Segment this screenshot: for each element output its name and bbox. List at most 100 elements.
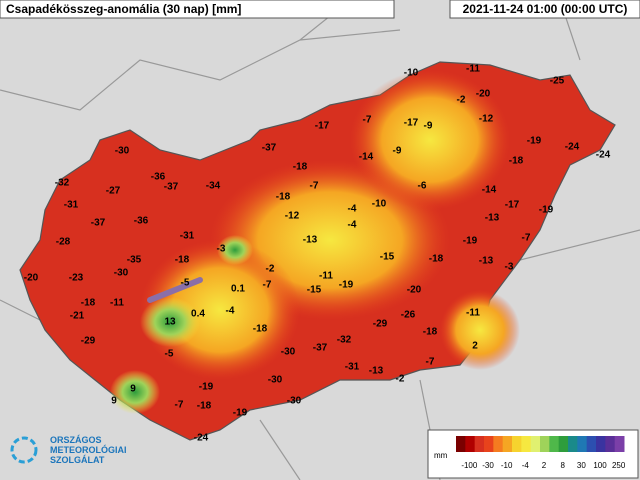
legend-swatch bbox=[568, 436, 578, 452]
station-value: 9 bbox=[111, 396, 117, 407]
station-value: -3 bbox=[505, 262, 514, 273]
station-value: -18 bbox=[509, 156, 524, 167]
station-value: -7 bbox=[363, 115, 372, 126]
station-value: -19 bbox=[463, 236, 478, 247]
station-value: -19 bbox=[199, 382, 214, 393]
legend-tick-label: 100 bbox=[593, 461, 607, 470]
station-value: -20 bbox=[476, 89, 491, 100]
logo-mark bbox=[10, 436, 38, 464]
station-value: -4 bbox=[348, 204, 357, 215]
station-value: -18 bbox=[429, 254, 444, 265]
station-value: -36 bbox=[151, 172, 166, 183]
station-value: -31 bbox=[180, 231, 195, 242]
station-value: -7 bbox=[175, 400, 184, 411]
station-value: -12 bbox=[479, 114, 494, 125]
station-value: -36 bbox=[134, 216, 149, 227]
title-box bbox=[0, 0, 395, 19]
station-value: -9 bbox=[424, 121, 433, 132]
station-value: -34 bbox=[206, 181, 221, 192]
legend-swatch bbox=[502, 436, 513, 452]
station-value: -2 bbox=[457, 95, 466, 106]
station-value: -29 bbox=[373, 319, 388, 330]
station-value: -13 bbox=[369, 366, 384, 377]
station-value: -11 bbox=[319, 271, 333, 282]
station-value: -7 bbox=[263, 280, 272, 291]
station-value: -3 bbox=[217, 244, 226, 255]
logo-text: SZOLGÁLAT bbox=[50, 455, 105, 465]
station-value: -18 bbox=[253, 324, 268, 335]
station-value: -35 bbox=[127, 255, 142, 266]
legend-tick-label: -100 bbox=[461, 461, 478, 470]
time-box bbox=[449, 0, 640, 19]
station-value: -17 bbox=[315, 121, 330, 132]
station-labels: -10 -11-25-2-20-17-7 -17 -9-12-19-24-24-37-… bbox=[24, 64, 611, 444]
station-value: -37 bbox=[262, 143, 277, 154]
station-value: -19 bbox=[339, 280, 354, 291]
station-value: -2 bbox=[266, 264, 275, 275]
legend-swatch bbox=[484, 436, 494, 452]
station-value: -7 bbox=[522, 233, 531, 244]
station-value: -30 bbox=[281, 347, 296, 358]
legend-swatch bbox=[493, 436, 504, 452]
station-value: -30 bbox=[114, 268, 129, 279]
legend-swatch bbox=[465, 436, 476, 452]
legend-tick-label: 250 bbox=[612, 461, 626, 470]
legend-swatch bbox=[577, 436, 588, 452]
legend-tick-label: 2 bbox=[542, 461, 547, 470]
station-value: -37 bbox=[313, 343, 328, 354]
station-value: -19 bbox=[233, 408, 248, 419]
station-value: -7 bbox=[310, 181, 319, 192]
station-value: -18 bbox=[81, 298, 96, 309]
legend-swatch bbox=[540, 436, 550, 452]
logo-text: METEOROLÓGIAI bbox=[50, 444, 127, 455]
station-value: -32 bbox=[337, 335, 352, 346]
legend-swatch bbox=[558, 436, 569, 452]
legend-swatch bbox=[549, 436, 560, 452]
station-value: -13 bbox=[479, 256, 494, 267]
legend-swatch bbox=[456, 436, 466, 452]
station-value: -37 bbox=[164, 182, 179, 193]
station-value: -19 bbox=[527, 136, 542, 147]
station-value: -28 bbox=[56, 237, 71, 248]
station-value: 0.4 bbox=[191, 309, 205, 320]
station-value: -30 bbox=[115, 146, 130, 157]
station-value: -17 bbox=[505, 200, 520, 211]
station-value: -17 bbox=[404, 118, 419, 129]
station-value: -13 bbox=[485, 213, 500, 224]
station-value: 9 bbox=[130, 384, 136, 395]
legend-swatch bbox=[521, 436, 532, 452]
legend-swatch bbox=[586, 436, 597, 452]
station-value: -13 bbox=[303, 235, 318, 246]
station-value: -18 bbox=[175, 255, 190, 266]
station-value: -9 bbox=[393, 146, 402, 157]
station-value: -15 bbox=[380, 252, 395, 263]
station-value: -18 bbox=[423, 327, 438, 338]
station-value: -21 bbox=[70, 311, 85, 322]
legend-tick-label: 8 bbox=[560, 461, 565, 470]
legend-tick-label: -10 bbox=[501, 461, 513, 470]
station-value: -6 bbox=[418, 181, 427, 192]
legend-swatch bbox=[605, 436, 616, 452]
station-value: -11 bbox=[110, 298, 124, 309]
station-value: 0.1 bbox=[231, 284, 245, 295]
wet-zone bbox=[217, 235, 253, 265]
legend-tick-label: -4 bbox=[522, 461, 530, 470]
station-value: -24 bbox=[565, 142, 580, 153]
legend-swatch bbox=[512, 436, 522, 452]
station-value: -4 bbox=[226, 306, 235, 317]
station-value: -27 bbox=[106, 186, 121, 197]
legend-unit: mm bbox=[434, 451, 448, 460]
station-value: -31 bbox=[64, 200, 79, 211]
legend-tick-label: 30 bbox=[577, 461, 586, 470]
station-value: -18 bbox=[276, 192, 291, 203]
station-value: -26 bbox=[401, 310, 416, 321]
logo-text: ORSZÁGOS bbox=[50, 435, 102, 445]
station-value: -10 bbox=[372, 199, 387, 210]
station-value: -31 bbox=[345, 362, 360, 373]
legend-swatch bbox=[596, 436, 606, 452]
station-value: -11 bbox=[466, 308, 480, 319]
station-value: -24 bbox=[596, 150, 611, 161]
legend-swatch bbox=[474, 436, 485, 452]
wet-zone bbox=[110, 370, 160, 414]
station-value: -18 bbox=[197, 401, 212, 412]
